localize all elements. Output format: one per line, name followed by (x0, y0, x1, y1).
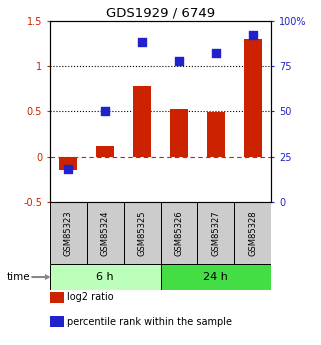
Bar (50, 264, 160, 290)
Bar (207, 112, 225, 157)
Bar (133, 86, 151, 157)
Text: GSM85326: GSM85326 (174, 210, 184, 256)
Bar (160, 264, 271, 290)
Point (66, 167, 71, 172)
Bar (96, 146, 114, 157)
Bar (124, 202, 160, 264)
Bar (234, 202, 271, 264)
Point (177, 58, 182, 63)
Bar (87, 202, 124, 264)
Bar (197, 202, 234, 264)
Bar (160, 202, 197, 264)
Bar (170, 109, 188, 157)
Text: GSM85325: GSM85325 (137, 210, 147, 256)
Point (213, 50, 218, 56)
Text: GSM85323: GSM85323 (64, 210, 73, 256)
Text: time: time (6, 272, 30, 282)
Bar (50, 202, 87, 264)
Text: percentile rank within the sample: percentile rank within the sample (67, 317, 232, 326)
Text: GSM85328: GSM85328 (248, 210, 257, 256)
Text: 6 h: 6 h (96, 272, 114, 282)
Point (102, 109, 108, 114)
Point (250, 32, 256, 38)
Text: GSM85327: GSM85327 (211, 210, 221, 256)
Title: GDS1929 / 6749: GDS1929 / 6749 (106, 7, 215, 20)
Text: 24 h: 24 h (204, 272, 228, 282)
Text: log2 ratio: log2 ratio (67, 293, 114, 302)
Bar (244, 39, 262, 157)
Point (140, 40, 145, 45)
Text: GSM85324: GSM85324 (100, 210, 110, 256)
Bar (59, 157, 77, 170)
